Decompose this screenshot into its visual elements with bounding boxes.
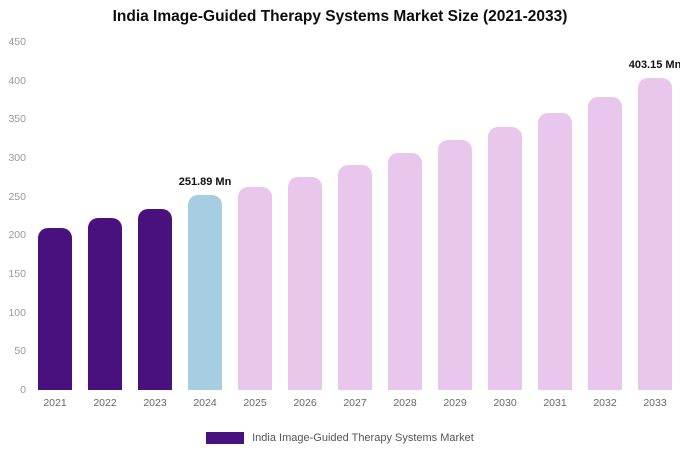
- x-axis-tick-label: 2022: [93, 397, 117, 409]
- x-axis-tick-label: 2033: [643, 397, 667, 409]
- bar-column-2032: 2032: [580, 42, 630, 409]
- bar-value-label: 251.89 Mn: [178, 176, 232, 189]
- y-axis-tick-label: 400: [8, 74, 26, 87]
- bar-2025: [238, 187, 272, 390]
- bar-column-2027: 2027: [330, 42, 380, 409]
- x-axis-tick-label: 2028: [393, 397, 417, 409]
- bar-2024: [188, 195, 222, 390]
- x-axis-tick-label: 2032: [593, 397, 617, 409]
- bar-column-2022: 2022: [80, 42, 130, 409]
- bar-column-2021: 2021: [30, 42, 80, 409]
- x-axis-tick-label: 2024: [193, 397, 217, 409]
- bar-2027: [338, 164, 372, 390]
- bar-column-2030: 2030: [480, 42, 530, 409]
- y-axis-tick-label: 300: [8, 152, 26, 164]
- bar-column-2026: 2026: [280, 42, 330, 409]
- bar-2023: [138, 209, 172, 390]
- bar-value-label: 403.15 Mn: [628, 59, 680, 72]
- bar-2033: [638, 78, 672, 390]
- x-axis-tick-label: 2030: [493, 397, 517, 409]
- x-axis-tick-label: 2026: [293, 397, 317, 409]
- x-axis-tick-label: 2031: [543, 397, 567, 409]
- x-axis-tick-label: 2027: [343, 397, 367, 409]
- plot-area: 0 50 100 150 200 250 300 350 400 450 2021 2022 2023…: [0, 36, 680, 409]
- legend-label: India Image-Guided Therapy Systems Marke…: [252, 432, 474, 444]
- y-axis-tick-label: 350: [8, 113, 26, 126]
- bar-column-2024: 251.89 Mn 2024: [178, 42, 232, 409]
- bar-column-2031: 2031: [530, 42, 580, 409]
- y-axis-tick-label: 150: [8, 268, 26, 280]
- y-axis: 0 50 100 150 200 250 300 350 400 450: [0, 36, 26, 396]
- bar-column-2033: 403.15 Mn 2033: [628, 42, 680, 409]
- bar-2026: [288, 176, 322, 390]
- bars-area: 2021 2022 2023 251.89 Mn 2024 2025 2026 2027 202…: [30, 42, 680, 409]
- bar-column-2023: 2023: [130, 42, 180, 409]
- bar-2032: [588, 96, 622, 390]
- bar-2028: [388, 153, 422, 390]
- x-axis-tick-label: 2023: [143, 397, 167, 409]
- bar-column-2025: 2025: [230, 42, 280, 409]
- y-axis-tick-label: 100: [8, 306, 26, 319]
- x-axis-tick-label: 2029: [443, 397, 467, 409]
- bar-column-2029: 2029: [430, 42, 480, 409]
- x-axis-tick-label: 2025: [243, 397, 267, 409]
- bar-2031: [538, 113, 572, 390]
- x-axis-tick-label: 2021: [43, 397, 67, 409]
- bar-2029: [438, 140, 472, 390]
- bar-2030: [488, 127, 522, 390]
- bar-2021: [38, 227, 72, 390]
- bar-2022: [88, 218, 122, 390]
- legend-swatch: [206, 432, 245, 444]
- y-axis-tick-label: 50: [14, 345, 26, 358]
- y-axis-tick-label: 450: [8, 36, 26, 48]
- bar-column-2028: 2028: [380, 42, 430, 409]
- legend: India Image-Guided Therapy Systems Marke…: [0, 432, 680, 444]
- y-axis-tick-label: 200: [8, 229, 26, 242]
- y-axis-tick-label: 0: [20, 384, 26, 396]
- y-axis-tick-label: 250: [8, 190, 26, 203]
- chart-title: India Image-Guided Therapy Systems Marke…: [112, 8, 568, 25]
